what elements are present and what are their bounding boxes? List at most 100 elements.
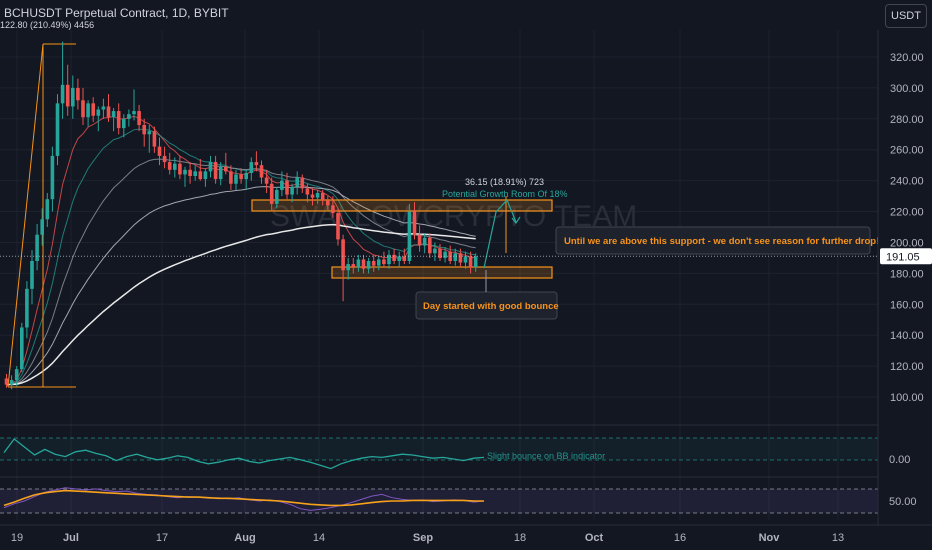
growth-note: Potential Growth Room Of 18% [442,189,568,199]
y-tick-label: 300.00 [890,83,924,95]
candle-body [264,177,269,184]
candle-body [453,253,458,261]
candle-body [417,234,422,246]
candle-body [463,256,468,263]
candle-body [183,169,187,175]
candle-body [188,169,192,176]
candle-body [122,118,126,129]
candle-body [336,213,340,240]
candle-body [86,103,90,118]
candle-body [382,259,386,265]
candle-body [203,171,208,180]
candle-body [81,100,85,118]
candle-body [198,171,203,180]
candle-body [173,163,177,170]
x-tick-label: 17 [156,532,168,544]
y-tick-label: 320.00 [890,52,924,64]
candle-body [341,239,345,271]
candle-body [402,256,407,261]
candle-body [101,106,106,110]
y-tick-label: 140.00 [890,330,924,342]
candle-body [433,248,437,254]
candle-body [50,155,55,200]
candle-body [356,259,361,268]
candle-body [142,125,146,135]
support-zone [331,266,553,279]
x-tick-label: 13 [832,532,844,544]
candle-body [295,177,299,187]
candle-body [224,166,228,172]
candle-body [310,194,315,198]
y-tick-label: 120.00 [890,361,924,373]
candle-body [458,253,463,263]
candle-body [30,261,34,289]
candle-body [290,186,294,195]
candle-body [407,211,412,261]
ema-slower-line [6,186,476,386]
y-tick-label: 100.00 [890,392,924,404]
candle-body [4,378,9,385]
currency-button[interactable]: USDT [885,4,927,28]
candle-body [229,171,233,184]
x-tick-label: 18 [514,532,526,544]
support-callout-box [555,226,871,255]
candle-body [371,261,376,266]
candle-body [96,109,101,116]
x-tick-label: 19 [11,532,23,544]
support-callout-text: Until we are above this support - we don… [564,236,879,247]
candle-body [412,211,417,235]
y-tick-label: 220.00 [890,207,924,219]
candle-body [116,111,121,129]
x-tick-label: Oct [585,532,604,544]
candle-body [147,131,152,135]
candle-body [315,193,320,198]
candle-body [152,131,157,147]
candle-body [60,84,65,104]
y-tick-label: 180.00 [890,268,924,280]
candle-body [208,162,213,172]
x-tick-label: Sep [413,532,433,544]
candle-body [111,111,116,118]
candle-body [178,163,182,175]
candle-body [25,288,29,328]
candle-body [132,111,136,115]
projection-path [483,198,517,269]
candle-body [254,162,259,166]
candle-body [106,106,111,118]
candle-body [249,162,254,173]
candle-body [167,162,172,170]
candle-body [259,165,264,178]
measure-diagonal [7,43,44,388]
bb-tick-label: 0.00 [889,454,910,466]
candle-body [285,180,289,195]
x-tick-label: Jul [63,532,79,544]
candle-body [76,87,80,101]
growth-label: 36.15 (18.91%) 723 [465,177,544,187]
candle-body [397,256,401,261]
candle-body [377,259,381,266]
y-tick-label: 280.00 [890,114,924,126]
candle-body [326,200,330,206]
candle-body [213,162,218,180]
candle-body [193,171,197,176]
y-tick-label: 200.00 [890,237,924,249]
candle-body [239,174,243,180]
candle-body [14,369,19,380]
candle-body [392,254,396,261]
x-tick-label: Aug [234,532,255,544]
candle-body [45,199,50,220]
bounce-callout-text: Day started with good bounce [423,301,559,312]
candle-body [35,234,39,261]
candle-body [366,261,371,269]
candle-body [346,264,350,271]
candle-body [387,254,391,265]
x-tick-label: Nov [759,532,781,544]
candle-body [305,188,310,195]
y-tick-label: 240.00 [890,176,924,188]
candle-body [157,146,162,156]
candle-body [244,172,248,180]
candle-body [320,193,325,201]
candle-body [162,155,167,163]
candle-body [468,256,473,268]
